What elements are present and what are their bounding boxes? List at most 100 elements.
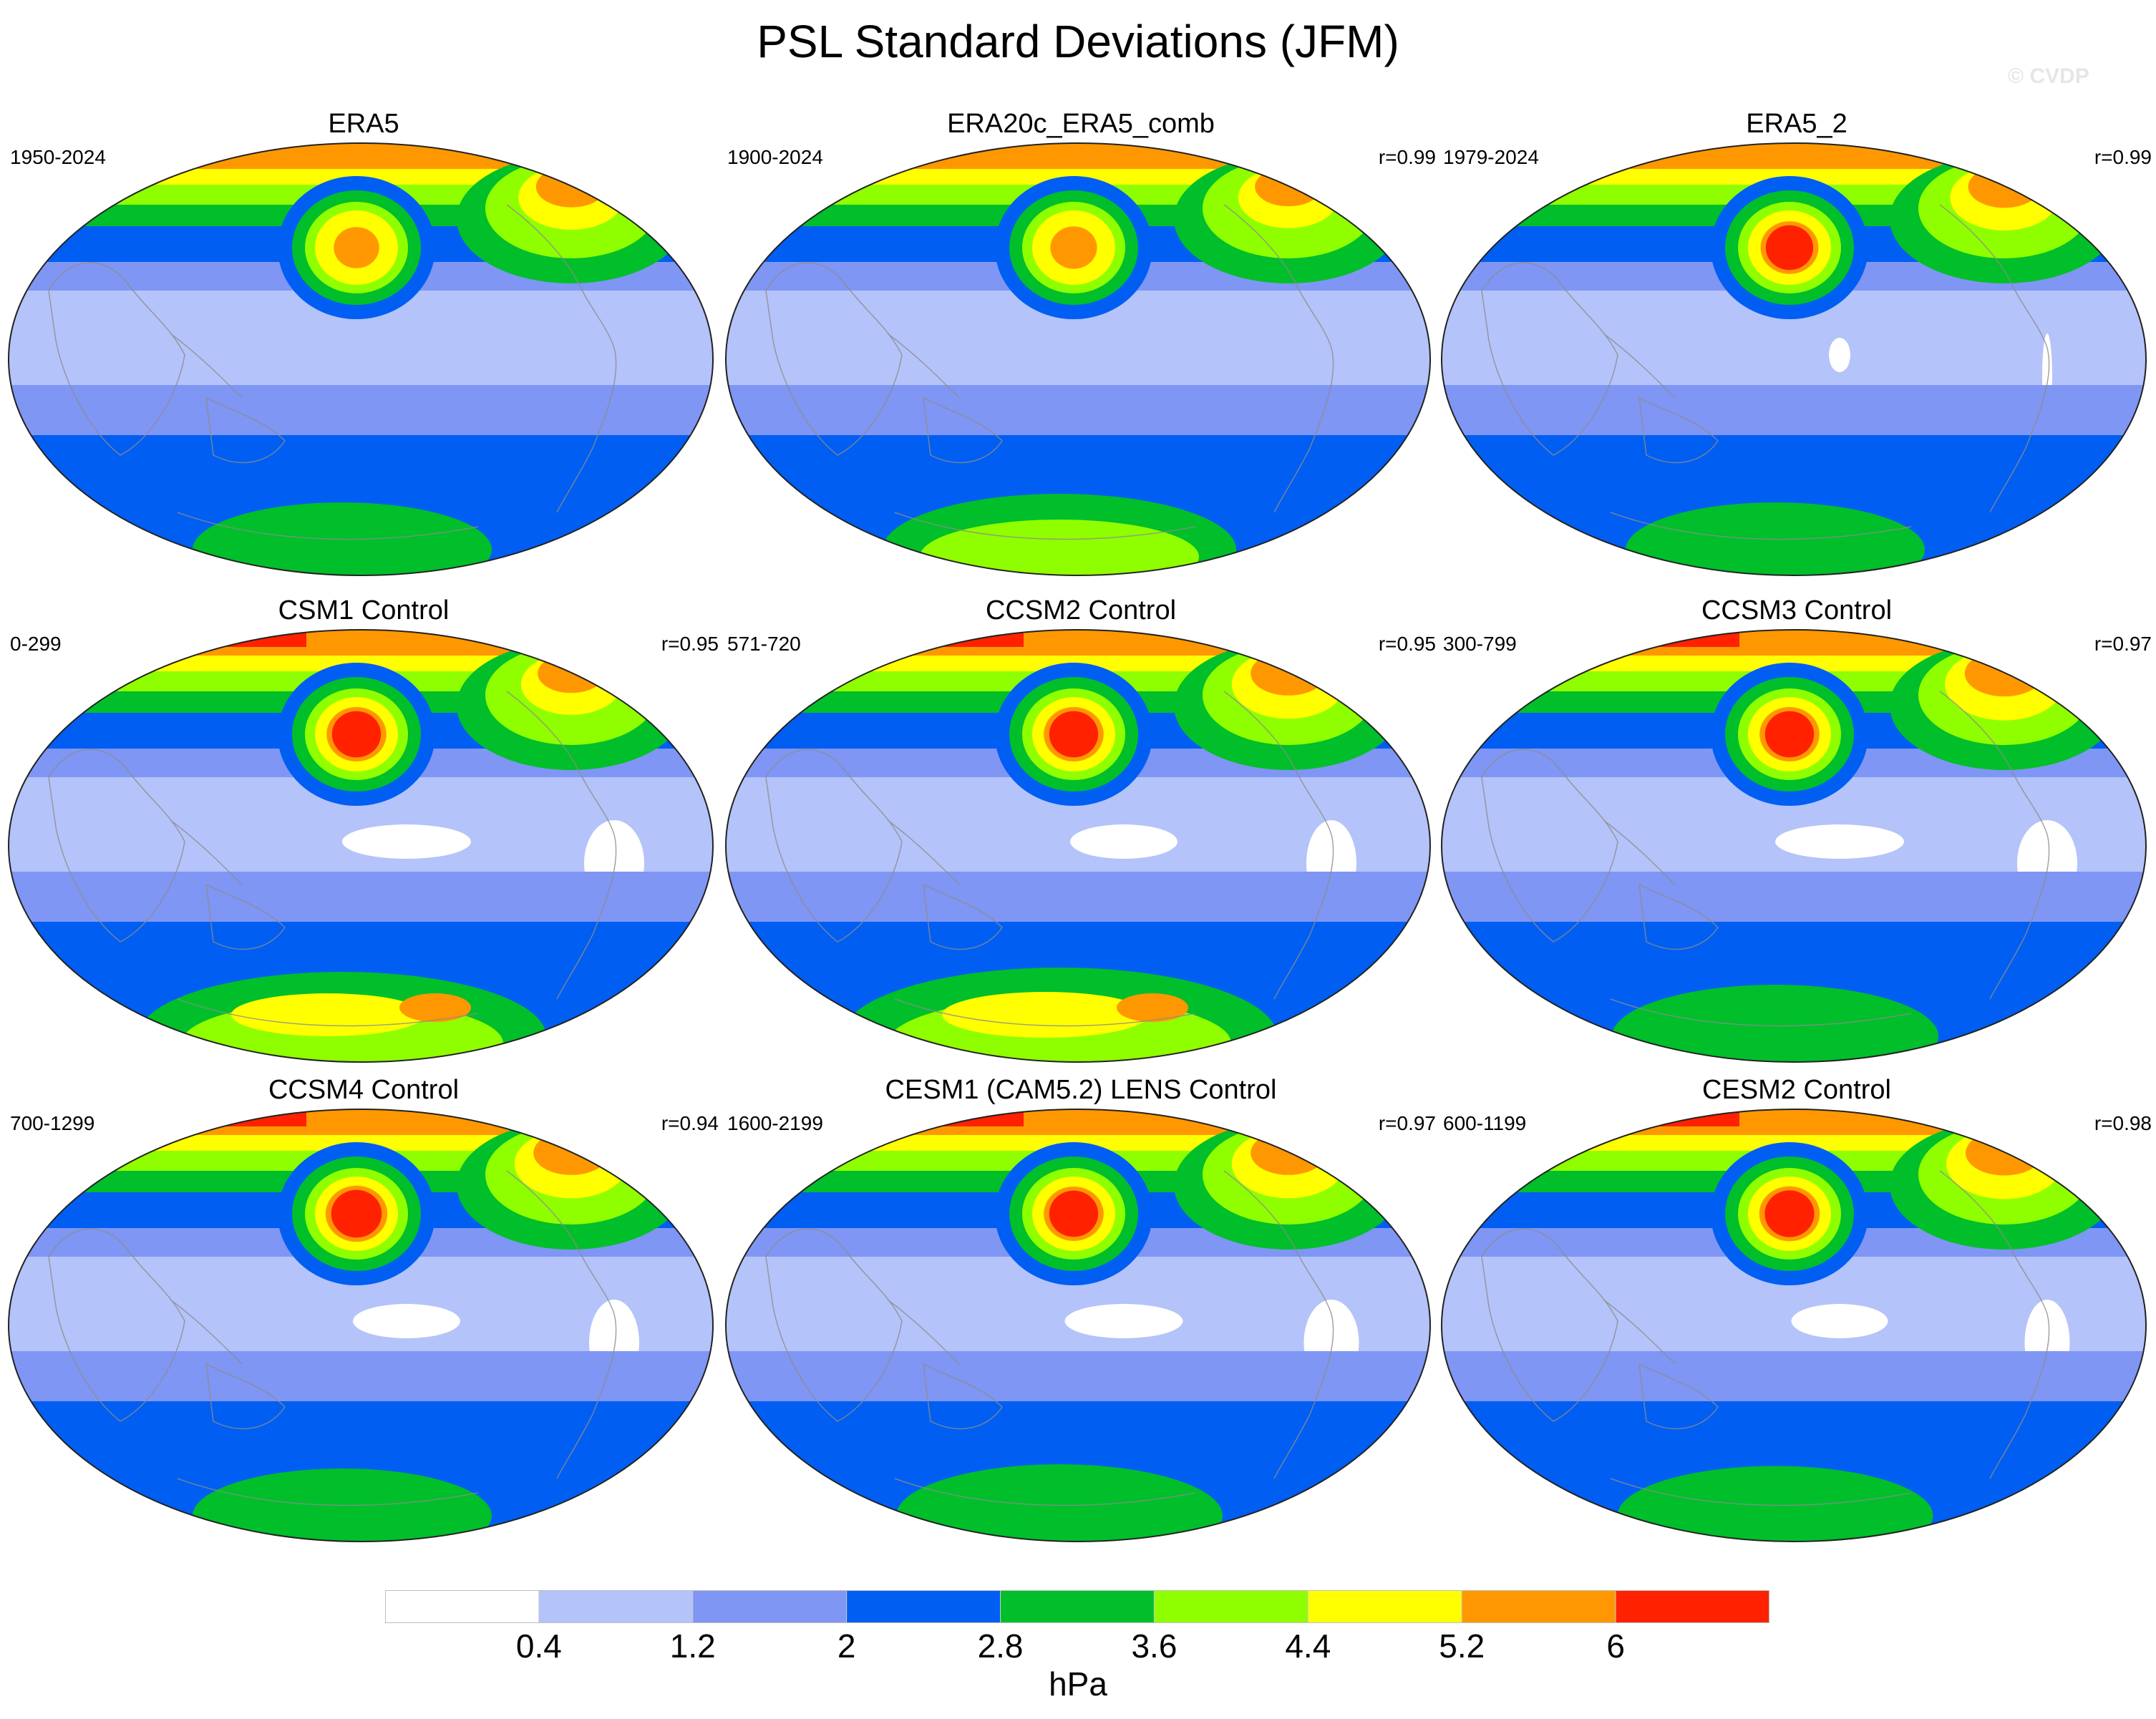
colorbar-swatch [1615,1590,1769,1623]
figure-title: PSL Standard Deviations (JFM) [757,16,1399,67]
panel-years: 600-1199 [1443,1112,1527,1134]
panel-title: ERA20c_ERA5_comb [947,109,1215,139]
npac-core [1764,1190,1815,1237]
coastlines [765,204,1334,540]
natl-ring-orange [1251,651,1326,696]
panel-years: 1950-2024 [10,146,106,168]
arctic-band [1442,143,2146,169]
colorbar-tick: 2 [837,1627,856,1665]
npac-core [331,711,382,758]
panel-years: 1900-2024 [727,146,823,168]
colorbar-frame [385,1590,1769,1623]
colorbar-tick-labels: 0.4 1.2 2 2.8 3.6 4.4 5.2 6 [0,1626,2156,1669]
natl-ring-orange [1255,167,1322,207]
panel-map [1441,629,2147,1063]
panel-correlation: r=0.99 [1378,146,1436,168]
africa-outline [1481,749,1618,943]
americas-outline [1939,204,2050,513]
africa-outline [765,1228,903,1422]
coastlines [1481,1170,2050,1506]
australia-outline [1603,333,1719,464]
panel-map [1441,142,2147,576]
africa-outline [48,1228,185,1422]
panel-correlation: r=0.99 [2094,146,2152,168]
panel-title: CESM2 Control [1702,1075,1891,1105]
coastlines [48,204,617,540]
arctic-band [1442,630,2146,656]
colorbar-swatch [1461,1590,1616,1623]
arctic-band [9,143,713,169]
americas-outline [1223,691,1334,1000]
npac-core [1765,225,1814,271]
arctic-band [726,1109,1430,1135]
africa-outline [765,749,903,943]
map-border [8,629,714,1063]
panel-title: CSM1 Control [278,595,450,625]
map-panel: CCSM4 Control 700-1299 r=0.94 [6,1073,722,1546]
panel-correlation: r=0.95 [1378,633,1436,655]
south-ring-green [896,1464,1223,1542]
panel-title: CESM1 (CAM5.2) LENS Control [885,1075,1277,1105]
africa-outline [48,749,185,943]
colorbar-swatch [846,1590,1001,1623]
panel-correlation: r=0.98 [2094,1112,2152,1134]
colorbar [385,1590,1769,1623]
map-border [1441,629,2147,1063]
australia-outline [887,333,1003,464]
antarctica-outline [894,1478,1196,1506]
panel-years: 1600-2199 [727,1112,823,1134]
panel-correlation: r=0.95 [661,633,719,655]
natl-ring-orange [1964,650,2044,697]
colorbar-unit-label: hPa [1049,1665,1107,1703]
panel-title: ERA5_2 [1746,109,1847,139]
colorbar-swatch [1000,1590,1155,1623]
australia-outline [1603,819,1719,950]
natl-ring-orange [1966,1130,2043,1176]
antarctica-outline [894,512,1196,540]
tropical-min [342,824,471,859]
arctic-band [1442,1109,2146,1135]
antarctica-outline [177,512,479,540]
panel-map [725,1109,1431,1542]
map-panel: CCSM2 Control 571-720 r=0.95 [723,594,1439,1066]
tropical-min [353,1304,460,1338]
panel-map [8,1109,714,1542]
tropical-min [1829,338,1850,372]
antarctica-outline [1610,998,1912,1027]
south-ring-yellow [231,993,424,1036]
panel-map [8,142,714,576]
map-border [725,629,1431,1063]
panel-years: 300-799 [1443,633,1517,655]
colorbar-tick: 5.2 [1439,1627,1485,1665]
americas-outline [1939,1170,2050,1479]
americas-outline [1939,691,2050,1000]
australia-outline [887,819,1003,950]
npac-ring-orange [334,227,379,268]
arctic-band [726,143,1430,169]
panel-title: CCSM4 Control [268,1075,460,1105]
panel-map [1441,1109,2147,1542]
colorbar-swatch [1153,1590,1308,1623]
africa-outline [765,262,903,456]
arctic-band [9,630,713,656]
colorbar-swatch [692,1590,848,1623]
arctic-band [726,630,1430,656]
americas-outline [506,1170,617,1479]
natl-ring-orange [1968,165,2041,208]
south-ring-orange [399,993,471,1022]
npac-core [1049,711,1099,758]
arctic-band [9,1109,713,1135]
tropical-min [1775,824,1904,859]
map-panel: ERA5_2 1979-2024 r=0.99 [1439,107,2155,580]
australia-outline [1603,1299,1719,1430]
map-border [1441,142,2147,576]
americas-outline [506,204,617,513]
tropical-min [1791,1304,1888,1338]
colorbar-swatch [385,1590,540,1623]
americas-outline [1223,204,1334,513]
npac-core [1049,1190,1099,1237]
south-ring-orange [1117,993,1188,1022]
south-ring-green [1612,985,1938,1062]
coastlines [765,1170,1334,1506]
panel-years: 700-1299 [10,1112,95,1134]
